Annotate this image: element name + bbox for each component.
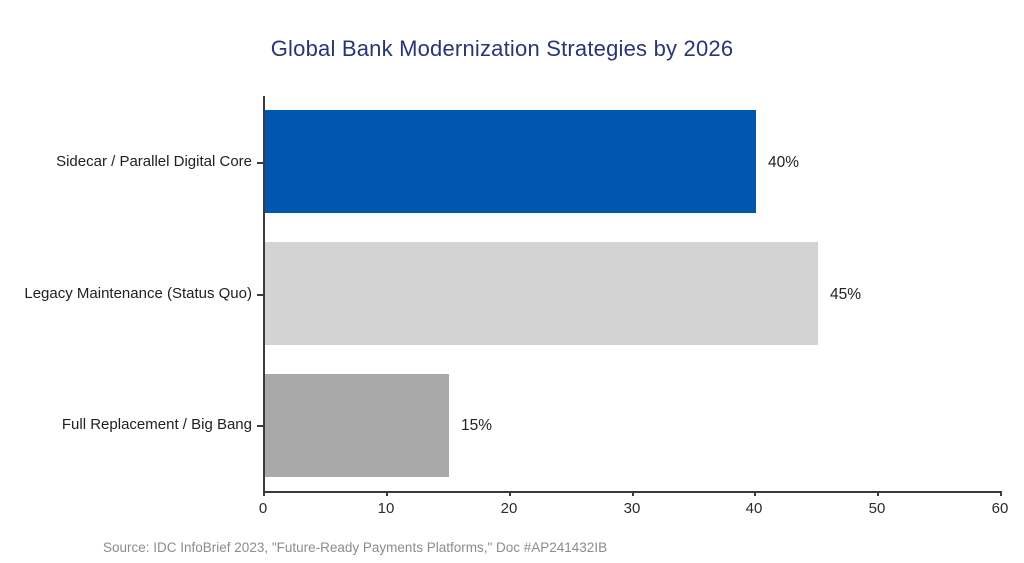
source-caption: Source: IDC InfoBrief 2023, "Future-Read… bbox=[103, 540, 608, 555]
x-tick-label: 30 bbox=[623, 500, 641, 517]
x-tick-mark bbox=[509, 491, 511, 496]
value-label: 40% bbox=[768, 154, 800, 171]
category-label: Sidecar / Parallel Digital Core bbox=[56, 153, 252, 170]
category-label: Full Replacement / Big Bang bbox=[61, 416, 252, 433]
chart-title: Global Bank Modernization Strategies by … bbox=[270, 36, 734, 61]
x-tick-mark bbox=[754, 491, 756, 496]
y-tick-mark bbox=[257, 425, 263, 427]
x-tick-label: 50 bbox=[868, 500, 886, 517]
bar bbox=[264, 110, 756, 213]
x-tick-label: 60 bbox=[991, 500, 1009, 517]
y-tick-mark bbox=[257, 294, 263, 296]
bar bbox=[264, 242, 818, 345]
x-tick-mark bbox=[877, 491, 879, 496]
x-tick-mark bbox=[263, 491, 265, 496]
x-tick-mark bbox=[1000, 491, 1002, 496]
value-label: 45% bbox=[830, 286, 862, 303]
x-tick-label: 10 bbox=[377, 500, 395, 517]
x-tick-mark bbox=[386, 491, 388, 496]
bar bbox=[264, 374, 449, 477]
y-axis-line bbox=[263, 96, 265, 492]
x-tick-mark bbox=[632, 491, 634, 496]
value-label: 15% bbox=[461, 417, 493, 434]
x-tick-label: 0 bbox=[258, 500, 268, 517]
y-tick-mark bbox=[257, 162, 263, 164]
x-tick-label: 20 bbox=[500, 500, 518, 517]
x-tick-label: 40 bbox=[745, 500, 763, 517]
category-label: Legacy Maintenance (Status Quo) bbox=[24, 285, 252, 302]
